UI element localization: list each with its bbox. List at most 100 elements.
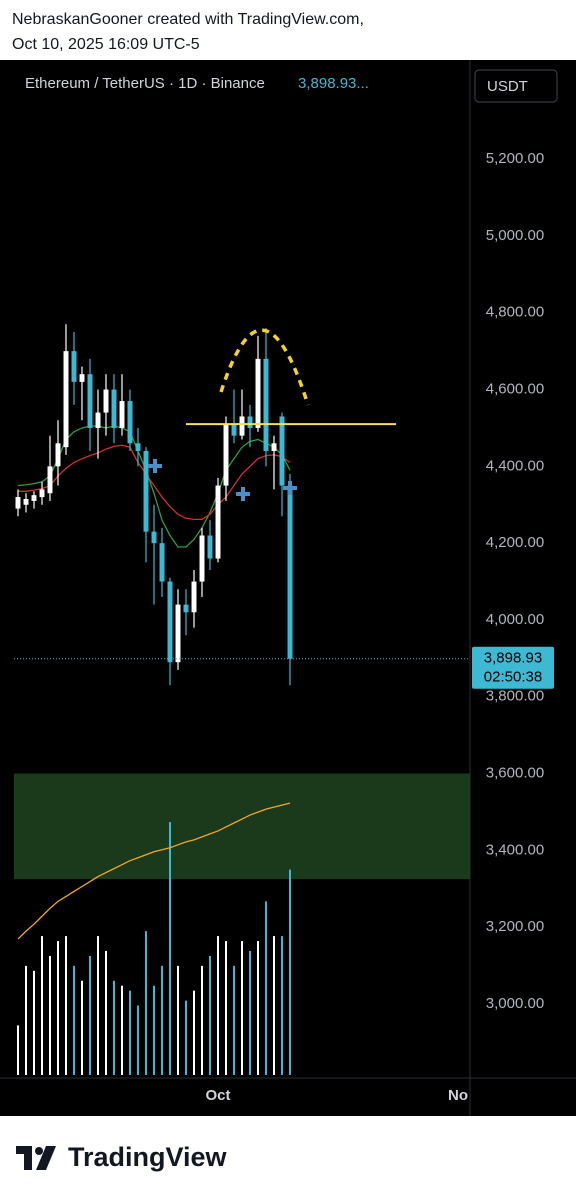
volume-bar	[17, 1025, 19, 1075]
candle-body	[207, 535, 213, 559]
candle-body	[279, 416, 285, 486]
volume-bar	[169, 822, 171, 1075]
candle-body	[127, 401, 133, 444]
y-tick-label: 3,600.00	[486, 765, 544, 782]
candle-body	[31, 495, 37, 501]
candle-body	[71, 351, 77, 382]
y-tick-label: 3,200.00	[486, 918, 544, 935]
volume-bar	[113, 980, 115, 1075]
y-tick-label: 5,200.00	[486, 150, 544, 167]
y-tick-label: 4,600.00	[486, 381, 544, 398]
candle-body	[231, 424, 237, 436]
plot-area	[14, 324, 470, 1075]
last-price-label: 3,898.93	[484, 650, 542, 667]
volume-bar	[89, 955, 91, 1075]
candle-body	[191, 581, 197, 613]
candle-body	[79, 374, 85, 382]
volume-bar	[41, 936, 43, 1075]
candle-body	[167, 581, 173, 663]
candle-body	[15, 497, 21, 509]
volume-bar	[153, 985, 155, 1075]
candle-body	[183, 604, 189, 613]
moving-average	[18, 444, 291, 520]
y-tick-label: 4,400.00	[486, 457, 544, 474]
footer-background	[0, 1116, 576, 1200]
y-tick-label: 5,000.00	[486, 227, 544, 244]
candle-body	[103, 389, 109, 413]
x-tick-label: No	[448, 1087, 468, 1104]
volume-bar	[49, 955, 51, 1075]
zone	[14, 773, 470, 880]
volume-bar	[177, 965, 179, 1075]
candle-body	[111, 389, 117, 428]
price-axis: 3,000.00 3,200.00 3,400.00 3,600.00 3,800.00…	[205, 150, 554, 1104]
attribution-background	[0, 0, 576, 60]
volume-bar	[121, 985, 123, 1075]
volume-bar	[193, 990, 195, 1075]
volume-bar	[73, 965, 75, 1075]
volume-bar	[57, 941, 59, 1075]
candle-body	[215, 485, 221, 559]
volume-bar	[97, 936, 99, 1075]
volume-bar	[209, 955, 211, 1075]
volume-bar	[225, 941, 227, 1075]
volume-bar	[161, 965, 163, 1075]
attribution-date: Oct 10, 2025 16:09 UTC-5	[12, 36, 200, 53]
volume-bar	[145, 931, 147, 1075]
candle-body	[255, 358, 261, 428]
volume-ma-line	[17, 802, 291, 940]
candle-body	[287, 485, 293, 659]
volume-bar	[201, 965, 203, 1075]
arc-drawing	[219, 328, 310, 406]
candle-body	[135, 443, 141, 451]
candle-body	[175, 604, 181, 663]
volume-bar	[33, 970, 35, 1075]
y-tick-label: 3,000.00	[486, 995, 544, 1012]
volume-bar	[289, 869, 291, 1075]
volume-bar	[185, 1000, 187, 1075]
currency-label[interactable]: USDT	[487, 78, 528, 95]
volume-bar	[81, 980, 83, 1075]
candle-body	[159, 543, 165, 582]
volume-bar	[25, 965, 27, 1075]
candle-body	[23, 498, 29, 505]
moving-average	[17, 425, 291, 548]
volume-bar	[65, 936, 67, 1075]
cross-markers	[148, 459, 297, 501]
volume-bar	[217, 936, 219, 1075]
candle-body	[199, 535, 205, 582]
countdown-label: 02:50:38	[484, 669, 542, 686]
volume-bar	[249, 950, 251, 1075]
symbol-title: Ethereum / TetherUS · 1D · Binance	[25, 75, 265, 92]
candle-body	[271, 443, 277, 451]
brand-logo	[16, 1146, 56, 1170]
candle-body	[239, 416, 245, 436]
y-tick-label: 4,800.00	[486, 304, 544, 321]
volume-bar	[265, 901, 267, 1075]
y-tick-label: 3,400.00	[486, 841, 544, 858]
volume-bar	[105, 950, 107, 1075]
attribution-text: NebraskanGooner created with TradingView…	[12, 11, 364, 28]
volume-bar	[281, 936, 283, 1075]
candle-body	[151, 531, 157, 544]
candle-body	[247, 416, 253, 428]
last-price-box	[472, 646, 554, 689]
volume-bar	[137, 1005, 139, 1075]
y-tick-label: 4,200.00	[486, 534, 544, 551]
volume-bar	[273, 936, 275, 1075]
volume-bar	[129, 990, 131, 1075]
candle-body	[263, 358, 269, 451]
candle-body	[47, 466, 53, 494]
volume-bar	[241, 941, 243, 1075]
brand-name: TradingView	[68, 1142, 228, 1172]
candle-body	[143, 450, 149, 532]
volume-bar	[257, 941, 259, 1075]
candle-body	[55, 443, 61, 467]
header-price: 3,898.93...	[298, 75, 369, 92]
currency-button[interactable]	[474, 69, 558, 103]
y-tick-label: 3,800.00	[486, 688, 544, 705]
candle-body	[87, 374, 93, 428]
candle-body	[119, 401, 125, 428]
